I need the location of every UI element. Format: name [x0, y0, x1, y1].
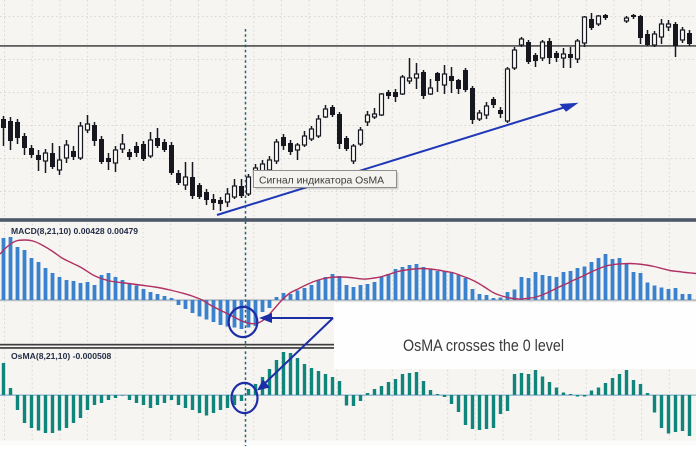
svg-text:OsMA(8,21,10) -0.000508: OsMA(8,21,10) -0.000508 [11, 351, 112, 361]
svg-text:Сигнал индикатора OsMA: Сигнал индикатора OsMA [259, 176, 384, 187]
svg-text:OsMA crosses the 0 level: OsMA crosses the 0 level [403, 337, 564, 355]
svg-text:MACD(8,21,10) 0.00428 0.00479: MACD(8,21,10) 0.00428 0.00479 [11, 226, 138, 236]
